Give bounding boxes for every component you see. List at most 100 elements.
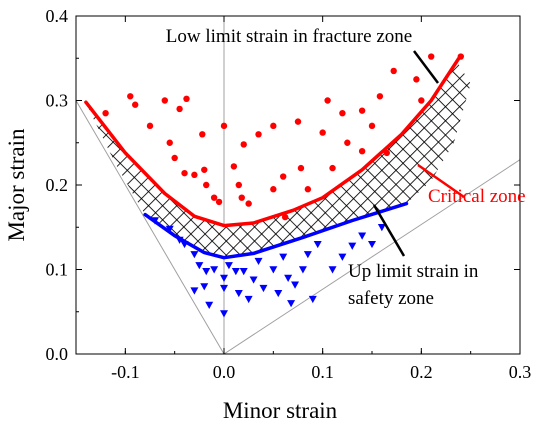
safety-point xyxy=(358,232,367,240)
fracture-point xyxy=(235,181,242,189)
fracture-limit-curve xyxy=(84,56,461,228)
safety-point xyxy=(244,295,253,304)
critical-zone-pointer xyxy=(417,163,465,199)
fracture-point xyxy=(132,101,139,108)
y-axis-label: Major strain xyxy=(4,128,29,242)
fracture-point xyxy=(428,53,435,60)
safety-point xyxy=(150,217,159,225)
safety-zone-annotation-line1: Up limit strain in xyxy=(348,261,479,282)
safety-point xyxy=(234,289,243,298)
fracture-annotation-pointer xyxy=(413,50,439,84)
fracture-point xyxy=(161,97,168,104)
fracture-point xyxy=(215,198,223,206)
fracture-point xyxy=(102,109,109,117)
fracture-point xyxy=(240,141,247,148)
fracture-point xyxy=(210,194,218,201)
safety-point xyxy=(308,295,317,304)
safety-point xyxy=(328,266,337,274)
safety-point xyxy=(180,240,189,249)
fracture-point xyxy=(280,173,287,180)
safety-annotation-pointer xyxy=(372,204,406,257)
fracture-point xyxy=(358,148,366,155)
fracture-point xyxy=(183,95,190,103)
x-axis-label: Minor strain xyxy=(223,398,338,423)
safety-point xyxy=(202,267,211,276)
fracture-point xyxy=(329,164,336,172)
safety-point xyxy=(313,240,322,249)
fracture-point xyxy=(230,163,238,170)
safety-point xyxy=(287,300,296,308)
fracture-point xyxy=(376,93,384,100)
safety-point xyxy=(291,281,300,289)
fracture-point xyxy=(181,169,188,177)
x-tick-label: -0.1 xyxy=(111,362,140,382)
x-tick-label: 0.1 xyxy=(311,362,334,382)
fracture-point xyxy=(304,186,312,193)
fracture-point xyxy=(297,164,305,172)
fracture-zone-annotation: Low limit strain in fracture zone xyxy=(166,26,412,47)
x-tick-label: 0.2 xyxy=(410,362,433,382)
fracture-point xyxy=(294,118,302,125)
fracture-point xyxy=(220,122,228,130)
fracture-point xyxy=(319,129,326,136)
fracture-point xyxy=(238,194,245,201)
safety-point xyxy=(368,240,376,249)
fracture-point xyxy=(339,109,346,117)
safety-point xyxy=(231,267,240,276)
safety-point xyxy=(195,262,204,270)
x-tick-label: 0.0 xyxy=(213,362,236,382)
fracture-point xyxy=(171,154,178,162)
fracture-point xyxy=(418,97,425,104)
fracture-point xyxy=(199,131,206,138)
safety-point xyxy=(190,287,199,295)
fracture-point xyxy=(368,122,376,130)
y-tick-label: 0.4 xyxy=(46,6,69,26)
fracture-point xyxy=(413,76,420,83)
safety-point xyxy=(284,274,293,282)
safety-point xyxy=(210,266,219,274)
safety-point xyxy=(200,283,209,291)
safety-point xyxy=(175,236,184,244)
fracture-point xyxy=(166,139,173,146)
safety-point xyxy=(279,253,288,261)
y-tick-label: 0.3 xyxy=(46,91,69,111)
fracture-point xyxy=(203,181,210,189)
safety-point xyxy=(249,276,258,284)
fracture-point xyxy=(176,105,183,113)
safety-point xyxy=(224,262,233,270)
critical-zone-area xyxy=(85,59,471,258)
fracture-point xyxy=(390,67,397,75)
safety-point xyxy=(338,253,347,261)
fracture-point xyxy=(201,166,208,173)
safety-point xyxy=(259,284,268,293)
fracture-point xyxy=(344,139,351,146)
safety-point xyxy=(303,251,312,259)
safety-zone-annotation-line2: safety zone xyxy=(348,288,434,309)
safety-point xyxy=(239,267,248,276)
fracture-point xyxy=(270,122,277,130)
safety-point xyxy=(274,289,283,298)
fracture-point xyxy=(270,186,277,193)
safety-point xyxy=(205,301,214,309)
critical-zone-annotation: Critical zone xyxy=(428,186,526,207)
y-tick-label: 0.2 xyxy=(46,175,69,195)
safety-point xyxy=(220,274,228,282)
reference-line-diagonal xyxy=(76,100,520,354)
safety-point xyxy=(190,251,199,259)
fracture-point xyxy=(146,122,154,130)
fracture-point xyxy=(127,93,134,100)
y-tick-label: 0.0 xyxy=(46,344,69,364)
fracture-point xyxy=(255,131,262,138)
safety-point xyxy=(220,310,228,318)
fracture-point xyxy=(245,200,252,207)
fracture-point xyxy=(358,107,366,114)
y-tick-label: 0.1 xyxy=(46,260,69,280)
safety-point xyxy=(298,266,307,274)
fracture-point xyxy=(191,171,198,179)
fracture-point xyxy=(281,213,289,221)
safety-point xyxy=(269,266,278,274)
x-tick-label: 0.3 xyxy=(509,362,532,382)
fracture-point xyxy=(324,97,331,104)
safety-point xyxy=(220,284,228,293)
